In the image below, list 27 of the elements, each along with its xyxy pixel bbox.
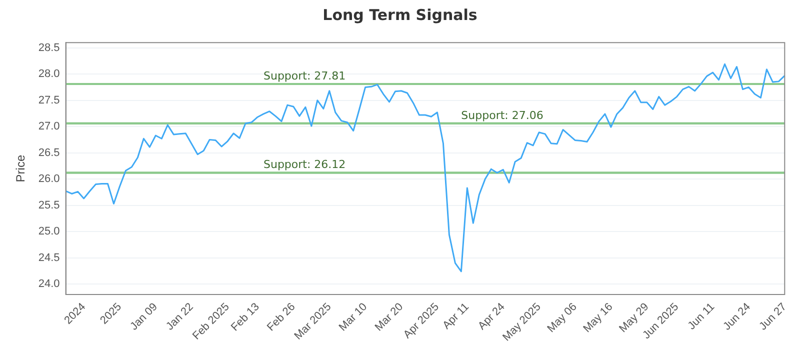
y-tick-label: 24.0 [38, 278, 60, 290]
y-tick-label: 28.5 [38, 42, 60, 54]
y-tick-label: 25.5 [38, 199, 60, 212]
y-axis-title: Price [14, 154, 28, 182]
y-tick-label: 26.5 [38, 146, 60, 159]
y-tick-label: 26.0 [38, 173, 60, 186]
x-tick-label: Mar 20 [372, 300, 406, 334]
y-tick-label: 25.0 [38, 226, 60, 238]
ref-line-label: Support: 26.12 [263, 158, 346, 172]
x-tick-label: Jun 27 [757, 300, 789, 333]
y-tick-label: 27.0 [38, 120, 60, 133]
y-tick-label: 24.5 [38, 252, 60, 264]
x-tick-label: Jun 24 [721, 300, 753, 333]
x-tick-label: May 06 [545, 300, 580, 335]
ref-line-label: Support: 27.81 [263, 69, 346, 82]
chart-title: Long Term Signals [322, 6, 478, 24]
y-tick-label: 27.5 [38, 94, 60, 106]
x-tick-label: Jan 09 [128, 300, 160, 333]
x-tick-label: Jun 11 [686, 300, 718, 332]
x-tick-label: Apr 24 [476, 300, 508, 332]
x-tick-label: Apr 11 [440, 300, 472, 332]
x-tick-label: Feb 26 [265, 300, 298, 334]
y-tick-label: 28.0 [38, 68, 60, 80]
x-tick-label: Feb 13 [229, 300, 262, 334]
x-tick-label: Mar 10 [336, 300, 370, 334]
x-tick-label: May 16 [581, 300, 616, 335]
ref-line-label: Support: 27.06 [461, 108, 544, 122]
